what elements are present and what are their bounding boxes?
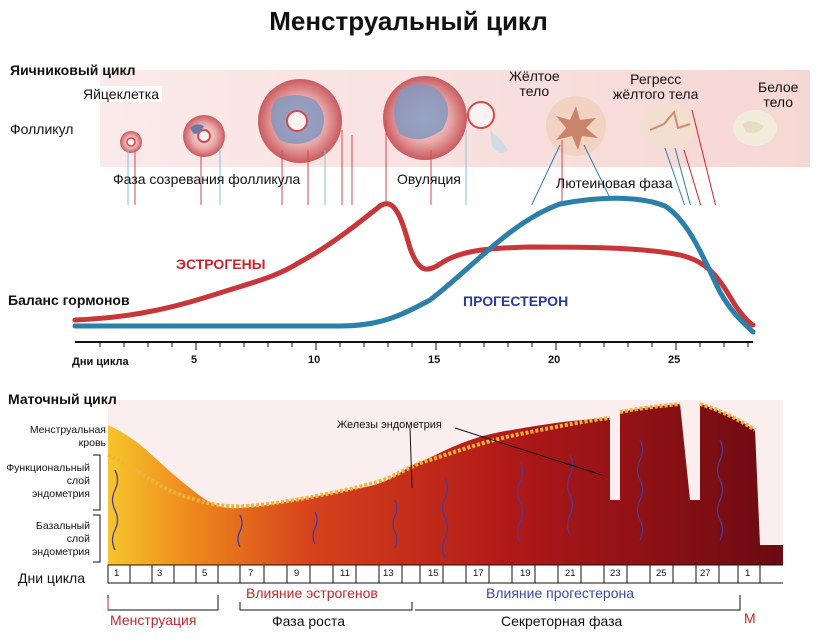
white-body-icon [733, 110, 777, 146]
secretory-phase-label: Секреторная фаза [501, 613, 623, 629]
glands-label: Железы эндометрия [337, 419, 442, 431]
phase-brackets [107, 595, 741, 611]
uterine-day-tick: 3 [157, 568, 163, 579]
basal-layer-label: Базальный слой эндометрия [31, 520, 90, 558]
luteal-phase-label: Лютеиновая фаза [556, 175, 673, 191]
uterine-day-tick: 11 [340, 568, 350, 579]
endometrium-surface [107, 402, 757, 509]
ovulation-label: Овуляция [397, 171, 461, 187]
uterine-day-tick: 1 [745, 568, 751, 579]
hormone-tick-5: 5 [191, 354, 198, 366]
follicle-growing-icon [183, 115, 225, 157]
endometrium-layer [108, 404, 783, 565]
hormone-tick-20: 20 [548, 354, 561, 366]
follicle-small-icon [120, 131, 142, 153]
white-body-label: Белое тело [758, 79, 799, 110]
estrogen-curve [72, 201, 756, 328]
egg-label: Яйцеклетка [80, 86, 162, 102]
hormone-tick-15: 15 [428, 354, 441, 366]
menstruation-phase-label: Менструация [110, 612, 197, 628]
uterine-day-tick: 15 [428, 568, 439, 579]
hormone-balance-title: Баланс гормонов [8, 292, 130, 308]
uterine-day-tick: 5 [202, 568, 208, 579]
uterine-day-separators [107, 565, 761, 583]
hormone-axis-ticks [99, 342, 749, 350]
functional-layer-label: Функциональный слой эндометрия [6, 462, 90, 500]
ovulation-follicle-icon [383, 76, 508, 160]
uterine-day-tick: 27 [700, 568, 711, 579]
uterine-day-tick: 25 [656, 568, 667, 579]
menstrual-blood-label: Менструальная кровь [29, 424, 106, 449]
progesterone-label: ПРОГЕСТЕРОН [463, 293, 569, 309]
hormone-axis-label: Дни цикла [72, 356, 129, 368]
hormone-tick-10: 10 [308, 354, 321, 366]
uterine-axis-label: Дни цикла [18, 570, 85, 586]
follicle-mature-icon [258, 79, 342, 163]
maturation-phase-label: Фаза созревания фолликула [113, 171, 301, 187]
uterine-day-tick: 9 [294, 568, 300, 579]
uterine-day-tick: 21 [565, 568, 576, 579]
corpus-luteum-icon [546, 96, 606, 156]
uterine-cycle-title: Маточный цикл [8, 391, 117, 407]
progesterone-curve [72, 195, 756, 335]
hormone-tick-25: 25 [668, 354, 681, 366]
hormone-chart-area [75, 205, 753, 340]
estrogen-influence-label: Влияние эстрогенов [246, 585, 378, 601]
glands-leader-lines [409, 427, 603, 489]
uterine-day-tick: 19 [520, 568, 531, 579]
uterine-day-tick: 1 [114, 568, 120, 579]
growth-phase-label: Фаза роста [272, 613, 345, 629]
follicle-label: Фолликул [10, 121, 74, 137]
uterine-day-tick: 23 [610, 568, 621, 579]
next-menstruation-label: М [744, 610, 756, 626]
ovarian-cycle-title: Яичниковый цикл [10, 62, 136, 78]
regressing-corpus-luteum-icon [640, 104, 696, 148]
layer-brackets [93, 454, 101, 563]
corpus-luteum-label: Жёлтое тело [509, 68, 560, 99]
progesterone-influence-label: Влияние прогестерона [486, 585, 635, 601]
regress-label: Регресс жёлтого тела [613, 71, 699, 102]
uterine-day-tick: 17 [473, 568, 484, 579]
endometrial-glands [111, 439, 724, 559]
estrogen-label: ЭСТРОГЕНЫ [176, 256, 266, 272]
page-title: Менструальный цикл [269, 6, 548, 36]
uterine-day-tick: 13 [383, 568, 394, 579]
uterine-day-tick: 7 [248, 568, 254, 579]
